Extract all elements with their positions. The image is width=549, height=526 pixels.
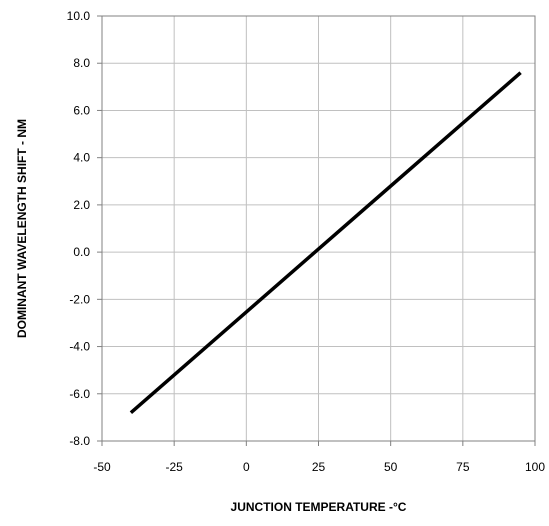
- y-tick-label: 4.0: [73, 151, 90, 165]
- y-axis-title: DOMINANT WAVELENGTH SHIFT - NM: [15, 119, 29, 338]
- x-tick-label: 25: [312, 460, 326, 474]
- series-layer: [129, 71, 522, 415]
- y-tick-label: -4.0: [69, 340, 90, 354]
- x-axis-title: JUNCTION TEMPERATURE -°C: [231, 500, 407, 514]
- x-tick-label: 50: [384, 460, 398, 474]
- axis-ticks: -50 -25 0 25 50 75 100 -8.0 -6.0 -4.0 -2.0 0.0 2.0 4.…: [67, 9, 546, 474]
- y-tick-label: -8.0: [69, 434, 90, 448]
- y-tick-label: -2.0: [69, 292, 90, 306]
- y-tick-label: 10.0: [67, 9, 91, 23]
- y-tick-label: 2.0: [73, 198, 90, 212]
- y-tick-label: 6.0: [73, 103, 90, 117]
- y-tick-label: -6.0: [69, 387, 90, 401]
- series-line: [129, 71, 522, 415]
- grid-lines: [102, 16, 535, 441]
- y-tick-label: 8.0: [73, 56, 90, 70]
- x-tick-label: -25: [165, 460, 183, 474]
- y-tick-label: 0.0: [73, 245, 90, 259]
- x-tick-label: -50: [93, 460, 111, 474]
- x-tick-label: 75: [456, 460, 470, 474]
- x-tick-label: 100: [525, 460, 545, 474]
- x-tick-label: 0: [243, 460, 250, 474]
